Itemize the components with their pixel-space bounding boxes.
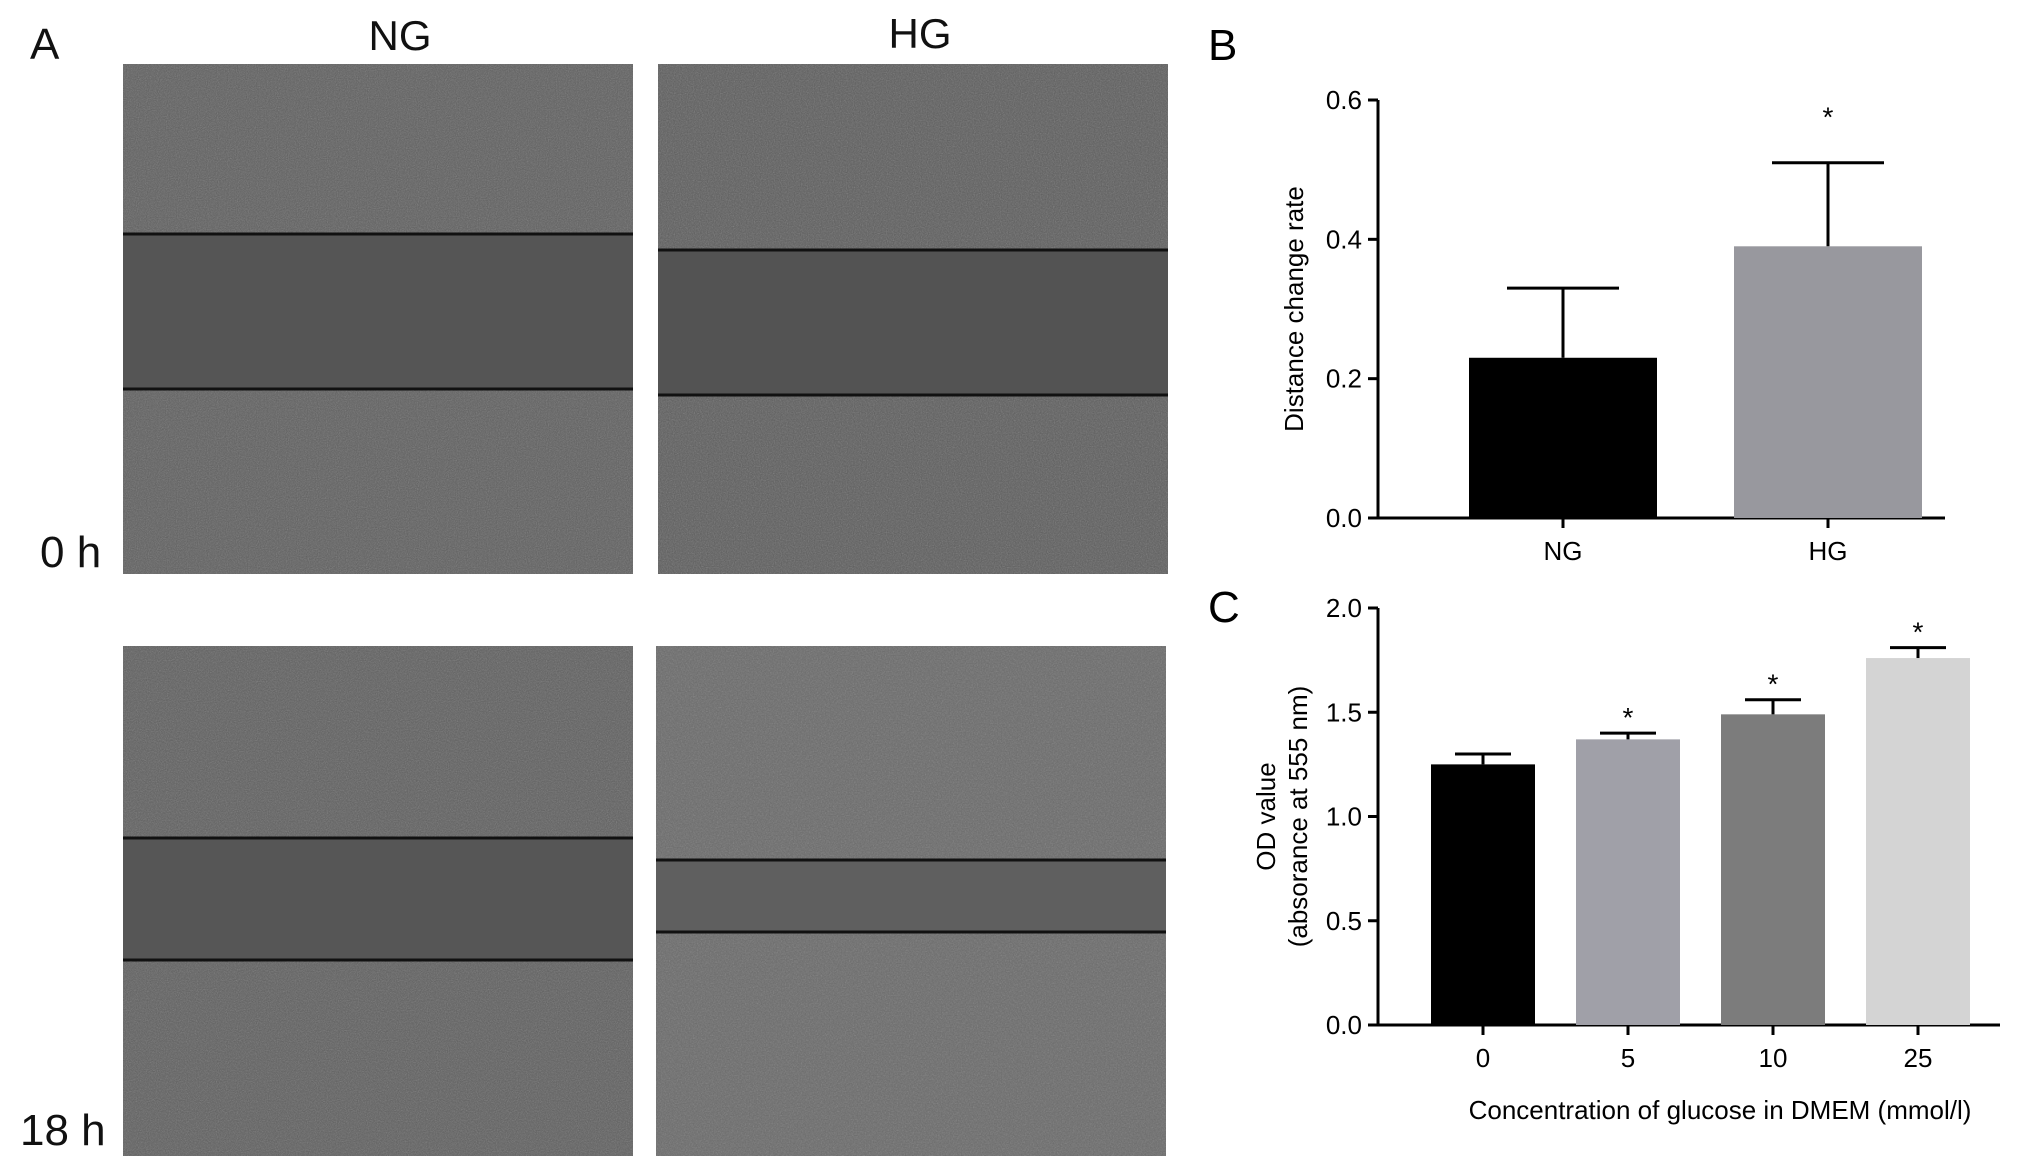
chart-c-bar bbox=[1576, 739, 1680, 1025]
chart-c-y-axis-label: OD value bbox=[1251, 762, 1281, 870]
chart-c-significance-star: * bbox=[1623, 702, 1634, 733]
chart-c-x-tick-label: 5 bbox=[1621, 1043, 1635, 1073]
panel-a-letter: A bbox=[30, 20, 60, 69]
chart-b-y-tick-label: 0.4 bbox=[1326, 224, 1362, 254]
chart-c-bar bbox=[1431, 764, 1535, 1025]
chart-b-significance-star: * bbox=[1823, 102, 1834, 133]
chart-c-x-tick-label: 0 bbox=[1476, 1043, 1490, 1073]
micrograph-hg-0h bbox=[658, 64, 1168, 574]
chart-c-bar bbox=[1866, 658, 1970, 1025]
chart-b-y-tick-label: 0.6 bbox=[1326, 85, 1362, 115]
chart-c-y-tick-label: 1.5 bbox=[1326, 697, 1362, 727]
chart-c-y-tick-label: 0.0 bbox=[1326, 1010, 1362, 1040]
chart-c-y-tick-label: 1.0 bbox=[1326, 802, 1362, 832]
time-label-18h: 18 h bbox=[20, 1106, 106, 1155]
micrograph-ng-18h bbox=[123, 646, 633, 1156]
chart-b-x-tick-label: NG bbox=[1544, 536, 1583, 566]
chart-b-x-tick-label: HG bbox=[1809, 536, 1848, 566]
chart-c-y-tick-label: 2.0 bbox=[1326, 593, 1362, 623]
micrograph-ng-0h bbox=[123, 64, 633, 574]
micrograph-hg-18h bbox=[656, 646, 1166, 1156]
chart-b-bar bbox=[1469, 357, 1657, 518]
chart-b-y-tick-label: 0.2 bbox=[1326, 364, 1362, 394]
chart-c-x-tick-label: 25 bbox=[1904, 1043, 1933, 1073]
chart-c-y-axis-label: (absorance at 555 nm) bbox=[1283, 686, 1313, 948]
chart-c-y-tick-label: 0.5 bbox=[1326, 906, 1362, 936]
chart-c-significance-star: * bbox=[1768, 669, 1779, 700]
chart-b-bar bbox=[1734, 246, 1922, 519]
chart-b-y-axis-label: Distance change rate bbox=[1279, 186, 1309, 432]
chart-c-panel-letter: C bbox=[1208, 583, 1240, 632]
column-label-hg: HG bbox=[888, 10, 952, 57]
chart-b-y-tick-label: 0.0 bbox=[1326, 503, 1362, 533]
chart-c-bar bbox=[1721, 714, 1825, 1025]
column-label-ng: NG bbox=[368, 12, 432, 59]
chart-b-panel-letter: B bbox=[1208, 21, 1237, 70]
chart-c-x-tick-label: 10 bbox=[1759, 1043, 1788, 1073]
time-label-0h: 0 h bbox=[40, 528, 102, 577]
chart-c-x-axis-label: Concentration of glucose in DMEM (mmol/l… bbox=[1469, 1095, 1972, 1125]
chart-c-significance-star: * bbox=[1913, 617, 1924, 648]
